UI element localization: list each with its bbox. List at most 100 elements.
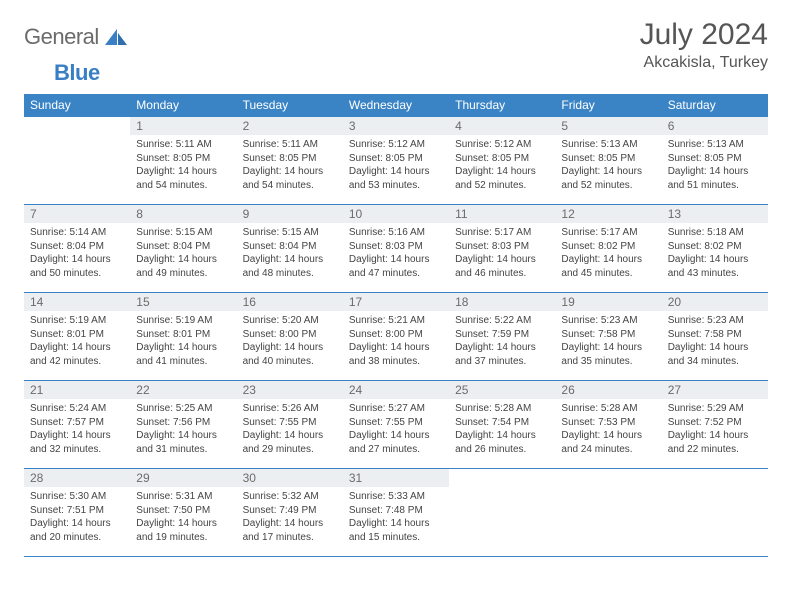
day-body: Sunrise: 5:12 AMSunset: 8:05 PMDaylight:… (449, 135, 555, 195)
day-number: 29 (130, 469, 236, 487)
day-body: Sunrise: 5:16 AMSunset: 8:03 PMDaylight:… (343, 223, 449, 283)
day-body: Sunrise: 5:23 AMSunset: 7:58 PMDaylight:… (555, 311, 661, 371)
day-cell: 29Sunrise: 5:31 AMSunset: 7:50 PMDayligh… (130, 469, 236, 557)
location: Akcakisla, Turkey (640, 54, 768, 72)
day-cell: 5Sunrise: 5:13 AMSunset: 8:05 PMDaylight… (555, 117, 661, 205)
day-cell: 31Sunrise: 5:33 AMSunset: 7:48 PMDayligh… (343, 469, 449, 557)
day-number: 18 (449, 293, 555, 311)
day-body: Sunrise: 5:15 AMSunset: 8:04 PMDaylight:… (130, 223, 236, 283)
day-cell: 18Sunrise: 5:22 AMSunset: 7:59 PMDayligh… (449, 293, 555, 381)
day-body: Sunrise: 5:18 AMSunset: 8:02 PMDaylight:… (662, 223, 768, 283)
day-number: 6 (662, 117, 768, 135)
day-number: 8 (130, 205, 236, 223)
day-body: Sunrise: 5:28 AMSunset: 7:54 PMDaylight:… (449, 399, 555, 459)
weekday-header-row: SundayMondayTuesdayWednesdayThursdayFrid… (24, 94, 768, 117)
day-number: 31 (343, 469, 449, 487)
calendar-table: SundayMondayTuesdayWednesdayThursdayFrid… (24, 94, 768, 557)
day-number: 9 (237, 205, 343, 223)
day-body: Sunrise: 5:19 AMSunset: 8:01 PMDaylight:… (24, 311, 130, 371)
day-cell: 7Sunrise: 5:14 AMSunset: 8:04 PMDaylight… (24, 205, 130, 293)
day-cell: 2Sunrise: 5:11 AMSunset: 8:05 PMDaylight… (237, 117, 343, 205)
day-number: 23 (237, 381, 343, 399)
day-body: Sunrise: 5:12 AMSunset: 8:05 PMDaylight:… (343, 135, 449, 195)
day-number: 16 (237, 293, 343, 311)
day-number: 17 (343, 293, 449, 311)
day-cell: 22Sunrise: 5:25 AMSunset: 7:56 PMDayligh… (130, 381, 236, 469)
month-title: July 2024 (640, 18, 768, 52)
day-cell: 19Sunrise: 5:23 AMSunset: 7:58 PMDayligh… (555, 293, 661, 381)
calendar-row: 21Sunrise: 5:24 AMSunset: 7:57 PMDayligh… (24, 381, 768, 469)
day-number: 21 (24, 381, 130, 399)
calendar-row: 1Sunrise: 5:11 AMSunset: 8:05 PMDaylight… (24, 117, 768, 205)
day-body: Sunrise: 5:26 AMSunset: 7:55 PMDaylight:… (237, 399, 343, 459)
day-body: Sunrise: 5:22 AMSunset: 7:59 PMDaylight:… (449, 311, 555, 371)
day-cell: 28Sunrise: 5:30 AMSunset: 7:51 PMDayligh… (24, 469, 130, 557)
day-cell: 12Sunrise: 5:17 AMSunset: 8:02 PMDayligh… (555, 205, 661, 293)
day-number: 14 (24, 293, 130, 311)
day-number: 4 (449, 117, 555, 135)
day-body: Sunrise: 5:25 AMSunset: 7:56 PMDaylight:… (130, 399, 236, 459)
day-body: Sunrise: 5:11 AMSunset: 8:05 PMDaylight:… (237, 135, 343, 195)
day-body: Sunrise: 5:23 AMSunset: 7:58 PMDaylight:… (662, 311, 768, 371)
day-cell: 17Sunrise: 5:21 AMSunset: 8:00 PMDayligh… (343, 293, 449, 381)
day-number: 1 (130, 117, 236, 135)
day-number: 22 (130, 381, 236, 399)
day-body: Sunrise: 5:31 AMSunset: 7:50 PMDaylight:… (130, 487, 236, 547)
empty-cell (662, 469, 768, 557)
day-body: Sunrise: 5:33 AMSunset: 7:48 PMDaylight:… (343, 487, 449, 547)
day-cell: 30Sunrise: 5:32 AMSunset: 7:49 PMDayligh… (237, 469, 343, 557)
day-number: 12 (555, 205, 661, 223)
day-number: 15 (130, 293, 236, 311)
weekday-header: Wednesday (343, 94, 449, 117)
day-cell: 24Sunrise: 5:27 AMSunset: 7:55 PMDayligh… (343, 381, 449, 469)
day-cell: 10Sunrise: 5:16 AMSunset: 8:03 PMDayligh… (343, 205, 449, 293)
day-cell: 13Sunrise: 5:18 AMSunset: 8:02 PMDayligh… (662, 205, 768, 293)
day-cell: 27Sunrise: 5:29 AMSunset: 7:52 PMDayligh… (662, 381, 768, 469)
day-number: 13 (662, 205, 768, 223)
day-body: Sunrise: 5:17 AMSunset: 8:02 PMDaylight:… (555, 223, 661, 283)
empty-cell (449, 469, 555, 557)
day-body: Sunrise: 5:29 AMSunset: 7:52 PMDaylight:… (662, 399, 768, 459)
day-number: 26 (555, 381, 661, 399)
brand-word2: Blue (54, 60, 100, 86)
day-cell: 15Sunrise: 5:19 AMSunset: 8:01 PMDayligh… (130, 293, 236, 381)
sail-icon (103, 27, 129, 47)
day-cell: 21Sunrise: 5:24 AMSunset: 7:57 PMDayligh… (24, 381, 130, 469)
day-body: Sunrise: 5:32 AMSunset: 7:49 PMDaylight:… (237, 487, 343, 547)
weekday-header: Monday (130, 94, 236, 117)
day-number: 5 (555, 117, 661, 135)
day-cell: 3Sunrise: 5:12 AMSunset: 8:05 PMDaylight… (343, 117, 449, 205)
weekday-header: Sunday (24, 94, 130, 117)
day-body: Sunrise: 5:24 AMSunset: 7:57 PMDaylight:… (24, 399, 130, 459)
day-cell: 16Sunrise: 5:20 AMSunset: 8:00 PMDayligh… (237, 293, 343, 381)
day-cell: 1Sunrise: 5:11 AMSunset: 8:05 PMDaylight… (130, 117, 236, 205)
calendar-row: 14Sunrise: 5:19 AMSunset: 8:01 PMDayligh… (24, 293, 768, 381)
day-body: Sunrise: 5:30 AMSunset: 7:51 PMDaylight:… (24, 487, 130, 547)
day-cell: 26Sunrise: 5:28 AMSunset: 7:53 PMDayligh… (555, 381, 661, 469)
day-body: Sunrise: 5:20 AMSunset: 8:00 PMDaylight:… (237, 311, 343, 371)
empty-cell (24, 117, 130, 205)
day-body: Sunrise: 5:19 AMSunset: 8:01 PMDaylight:… (130, 311, 236, 371)
day-body: Sunrise: 5:14 AMSunset: 8:04 PMDaylight:… (24, 223, 130, 283)
day-cell: 6Sunrise: 5:13 AMSunset: 8:05 PMDaylight… (662, 117, 768, 205)
day-body: Sunrise: 5:15 AMSunset: 8:04 PMDaylight:… (237, 223, 343, 283)
day-body: Sunrise: 5:28 AMSunset: 7:53 PMDaylight:… (555, 399, 661, 459)
day-body: Sunrise: 5:13 AMSunset: 8:05 PMDaylight:… (555, 135, 661, 195)
brand-word1: General (24, 24, 99, 50)
day-number: 2 (237, 117, 343, 135)
day-number: 11 (449, 205, 555, 223)
day-cell: 23Sunrise: 5:26 AMSunset: 7:55 PMDayligh… (237, 381, 343, 469)
weekday-header: Friday (555, 94, 661, 117)
day-number: 27 (662, 381, 768, 399)
empty-cell (555, 469, 661, 557)
day-body: Sunrise: 5:21 AMSunset: 8:00 PMDaylight:… (343, 311, 449, 371)
day-number: 20 (662, 293, 768, 311)
brand-logo: General (24, 24, 129, 50)
day-cell: 25Sunrise: 5:28 AMSunset: 7:54 PMDayligh… (449, 381, 555, 469)
day-cell: 8Sunrise: 5:15 AMSunset: 8:04 PMDaylight… (130, 205, 236, 293)
day-cell: 14Sunrise: 5:19 AMSunset: 8:01 PMDayligh… (24, 293, 130, 381)
day-number: 10 (343, 205, 449, 223)
day-number: 24 (343, 381, 449, 399)
day-cell: 11Sunrise: 5:17 AMSunset: 8:03 PMDayligh… (449, 205, 555, 293)
title-block: July 2024 Akcakisla, Turkey (640, 18, 768, 72)
